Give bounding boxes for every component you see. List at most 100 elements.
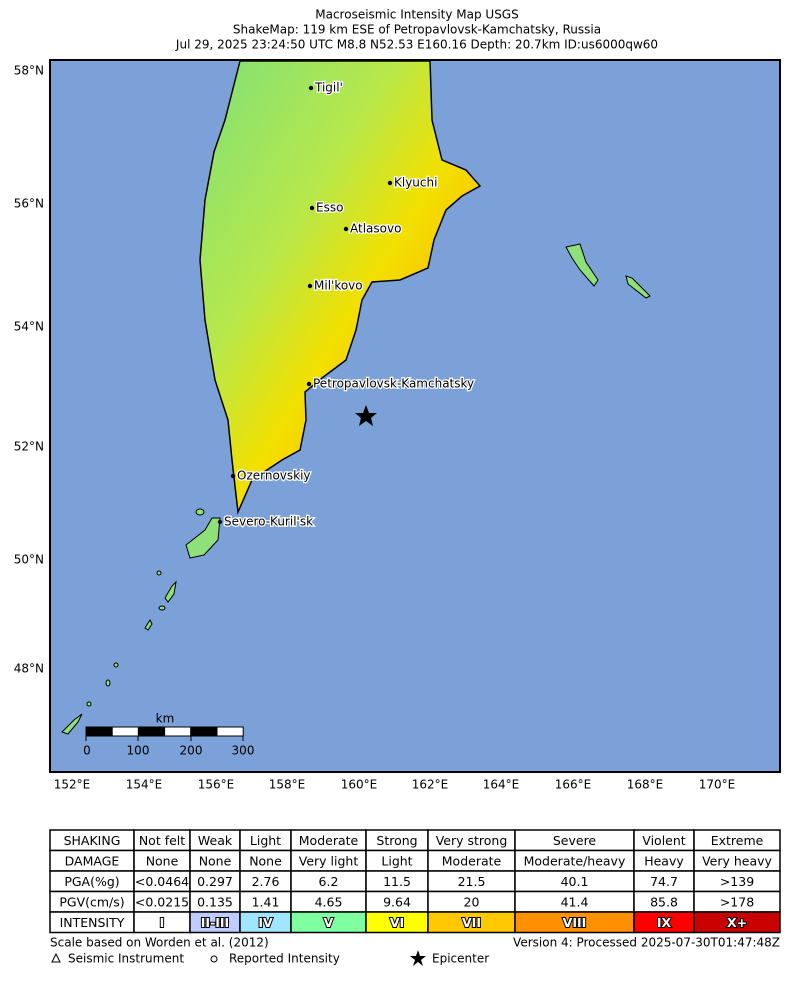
- table-text: Heavy: [644, 853, 684, 868]
- lon-label: 158°E: [269, 778, 306, 792]
- table-text: 20: [464, 894, 480, 909]
- table-text: 41.4: [561, 894, 589, 909]
- intensity-label: VI: [390, 915, 404, 930]
- table-cell: [693, 911, 781, 934]
- lat-label: 54°N: [14, 320, 44, 334]
- city-dot: [308, 85, 314, 91]
- title-line: Jul 29, 2025 23:24:50 UTC M8.8 N52.53 E1…: [175, 38, 658, 52]
- table-text: DAMAGE: [65, 853, 120, 868]
- symbol-label: Epicenter: [432, 952, 489, 966]
- intensity-label: IX: [657, 915, 672, 930]
- city-label: Petropavlovsk-Kamchatsky: [313, 377, 474, 391]
- table-text: INTENSITY: [60, 915, 125, 930]
- island: [61, 713, 83, 735]
- table-text: Very light: [299, 853, 359, 868]
- intensity-label: VII: [462, 915, 481, 930]
- table-text: PGV(cm/s): [59, 894, 124, 909]
- city-dot: [387, 180, 393, 186]
- title-line: ShakeMap: 119 km ESE of Petropavlovsk-Ka…: [233, 23, 601, 37]
- intensity-label: VIII: [563, 915, 587, 930]
- city-dot: [343, 226, 349, 232]
- symbol-label: Seismic Instrument: [68, 952, 184, 966]
- version: Version 4: Processed 2025-07-30T01:47:48…: [513, 936, 780, 950]
- scale-segment: [216, 726, 244, 737]
- intensity-symbol: [210, 955, 218, 963]
- city-label: Tigil': [314, 81, 343, 95]
- island: [86, 701, 92, 707]
- table-text: 21.5: [458, 874, 486, 889]
- intensity-label: X+: [727, 915, 747, 930]
- table-text: Violent: [642, 833, 685, 848]
- table-text: Light: [250, 833, 281, 848]
- lon-label: 160°E: [341, 778, 378, 792]
- scale-label: 0: [83, 744, 91, 758]
- table-text: <0.0464: [135, 874, 189, 889]
- table-text: Light: [381, 853, 412, 868]
- table-text: Weak: [198, 833, 233, 848]
- island: [195, 508, 205, 516]
- table-text: 9.64: [383, 894, 411, 909]
- city-dot: [230, 473, 236, 479]
- table-text: 40.1: [561, 874, 589, 889]
- scale-unit: km: [156, 712, 175, 726]
- intensity-label: IV: [258, 915, 273, 930]
- lon-label: 164°E: [483, 778, 520, 792]
- city-label: Severo-Kuril'sk: [224, 515, 313, 529]
- epicenter-star: [355, 405, 377, 426]
- table-text: SHAKING: [64, 833, 121, 848]
- table-text: 6.2: [319, 874, 339, 889]
- lon-label: 168°E: [627, 778, 664, 792]
- lat-label: 56°N: [14, 197, 44, 211]
- lon-label: 152°E: [54, 778, 91, 792]
- lon-label: 166°E: [555, 778, 592, 792]
- table-text: <0.0215: [135, 894, 189, 909]
- table-text: Strong: [376, 833, 417, 848]
- scale-label: 100: [127, 744, 150, 758]
- scale-label: 200: [180, 744, 203, 758]
- scale-label: 300: [232, 744, 255, 758]
- scale-segment: [164, 726, 192, 737]
- table-text: 74.7: [650, 874, 678, 889]
- table-text: None: [249, 853, 282, 868]
- scale-segment: [111, 726, 139, 737]
- scale-segment: [190, 726, 218, 737]
- lon-label: 156°E: [198, 778, 235, 792]
- table-text: 4.65: [315, 894, 343, 909]
- lat-label: 52°N: [14, 440, 44, 454]
- symbol-label: Reported Intensity: [229, 952, 340, 966]
- city-dot: [307, 283, 313, 289]
- island: [565, 243, 599, 287]
- city-label: Ozernovskiy: [237, 469, 311, 483]
- lat-label: 50°N: [14, 553, 44, 567]
- city-label: Klyuchi: [394, 176, 437, 190]
- intensity-label: II-III: [201, 915, 229, 930]
- city-dot: [306, 381, 312, 387]
- island: [164, 580, 177, 603]
- table-text: Severe: [553, 833, 597, 848]
- title-line: Macroseismic Intensity Map USGS: [315, 8, 518, 22]
- table-text: 11.5: [383, 874, 411, 889]
- island: [185, 517, 221, 559]
- city-dot: [217, 519, 223, 525]
- table-text: 2.76: [252, 874, 280, 889]
- island: [156, 570, 162, 576]
- city-label: Mil'kovo: [314, 279, 363, 293]
- scale-segment: [137, 726, 166, 737]
- table-text: >139: [720, 874, 754, 889]
- intensity-label: V: [324, 915, 334, 930]
- city-label: Esso: [316, 201, 343, 215]
- lat-label: 58°N: [14, 64, 44, 78]
- table-text: None: [199, 853, 232, 868]
- lat-label: 48°N: [14, 662, 44, 676]
- intensity-label: I: [160, 915, 165, 930]
- lon-label: 154°E: [126, 778, 163, 792]
- table-text: Very strong: [436, 833, 508, 848]
- scale-segment: [85, 726, 113, 737]
- table-text: 1.41: [252, 894, 280, 909]
- table-text: 0.135: [197, 894, 233, 909]
- island: [105, 679, 111, 687]
- table-text: 0.297: [197, 874, 233, 889]
- table-text: PGA(%g): [64, 874, 119, 889]
- table-text: Moderate/heavy: [524, 853, 626, 868]
